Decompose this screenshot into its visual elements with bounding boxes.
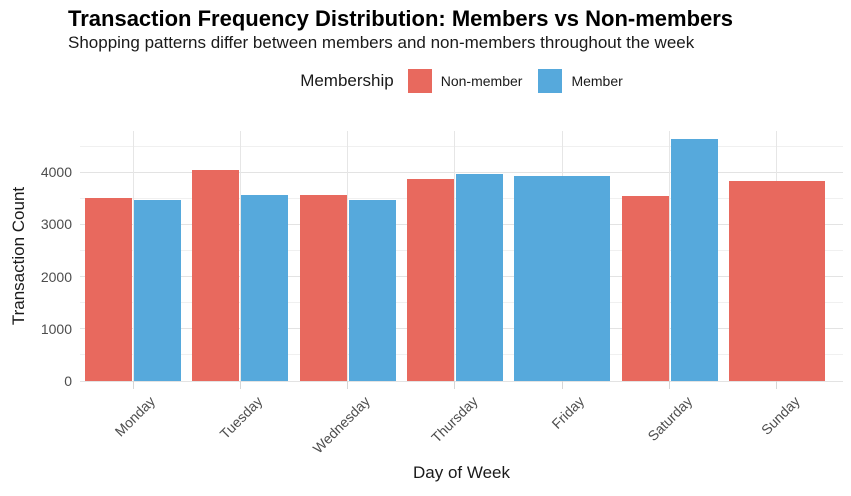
- x-tick-label-sunday: Sunday: [757, 393, 803, 438]
- y-tick-label-4000: 4000: [40, 164, 72, 181]
- bar-non-member-thursday: [406, 178, 454, 381]
- bar-non-member-sunday: [728, 181, 825, 381]
- legend-item-non-member: Non-member: [407, 69, 523, 93]
- x-tick-wednesday: [347, 381, 349, 389]
- bar-member-saturday: [670, 139, 718, 381]
- legend-key-icon-member: [538, 69, 563, 93]
- x-tick-label-saturday: Saturday: [644, 393, 695, 444]
- plot-panel: [80, 131, 843, 382]
- gridline-x-wednesday: [347, 131, 349, 381]
- chart-subtitle: Shopping patterns differ between members…: [68, 33, 695, 52]
- legend-key-icon-non-member: [407, 69, 432, 93]
- x-tick-monday: [132, 381, 134, 389]
- y-axis-title: Transaction Count: [9, 186, 28, 326]
- x-tick-label-wednesday: Wednesday: [309, 393, 373, 457]
- legend-items: Non-member Member: [407, 69, 623, 93]
- bar-non-member-wednesday: [299, 194, 347, 381]
- x-tick-sunday: [776, 381, 778, 389]
- bar-member-wednesday: [348, 199, 396, 381]
- gridline-x-tuesday: [239, 131, 241, 381]
- gridline-y-0: [80, 380, 843, 382]
- x-tick-label-friday: Friday: [548, 393, 588, 432]
- gridline-x-thursday: [454, 131, 456, 381]
- x-axis-title: Day of Week: [412, 463, 510, 482]
- x-tick-thursday: [454, 381, 456, 389]
- y-tick-label-2000: 2000: [40, 268, 72, 285]
- bar-non-member-monday: [85, 197, 132, 381]
- x-tick-saturday: [669, 381, 671, 389]
- gridline-y-4500: [80, 145, 843, 147]
- bar-member-friday: [514, 175, 611, 381]
- y-tick-label-1000: 1000: [40, 320, 72, 337]
- gridline-x-monday: [132, 131, 134, 381]
- x-tick-friday: [561, 381, 563, 389]
- y-tick-label-0: 0: [64, 373, 72, 389]
- x-tick-label-thursday: Thursday: [427, 393, 481, 446]
- bar-member-thursday: [455, 173, 503, 381]
- legend-title: Membership: [300, 71, 394, 90]
- chart-title: Transaction Frequency Distribution: Memb…: [68, 6, 734, 31]
- bar-non-member-tuesday: [192, 170, 240, 381]
- bar-member-tuesday: [241, 194, 289, 381]
- bar-member-monday: [134, 199, 181, 381]
- x-tick-tuesday: [239, 381, 241, 389]
- x-tick-label-tuesday: Tuesday: [216, 393, 266, 442]
- gridline-x-saturday: [669, 131, 671, 381]
- legend-label-member: Member: [571, 73, 623, 89]
- bar-non-member-saturday: [621, 195, 669, 381]
- legend-item-member: Member: [538, 69, 623, 93]
- y-tick-label-3000: 3000: [40, 216, 72, 233]
- legend-label-non-member: Non-member: [440, 73, 523, 89]
- legend: Membership Non-member Member: [80, 66, 843, 96]
- x-tick-label-monday: Monday: [111, 393, 159, 440]
- gridline-y-4000: [80, 171, 843, 173]
